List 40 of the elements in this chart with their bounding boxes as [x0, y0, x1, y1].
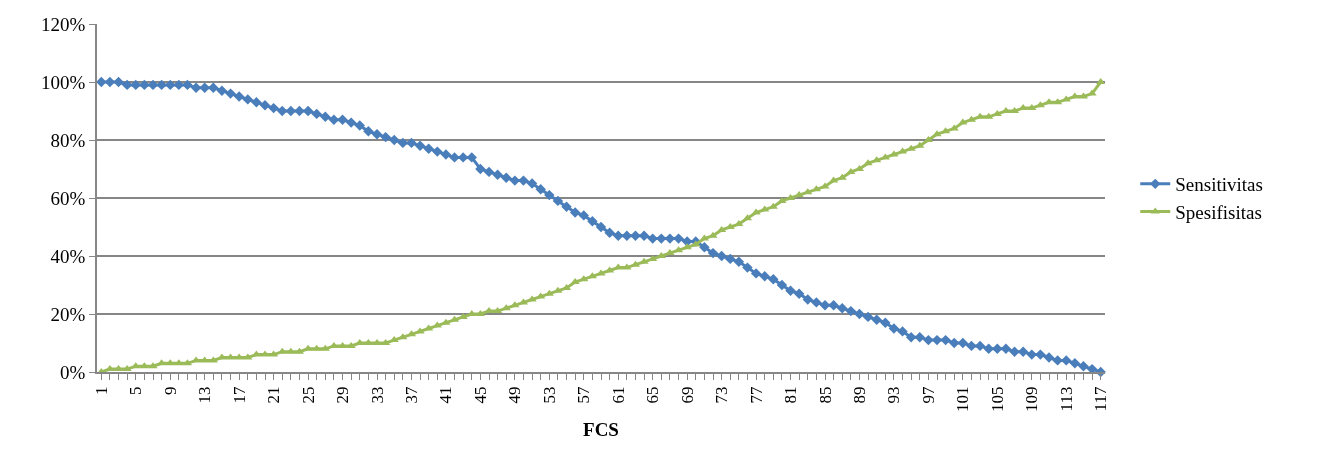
x-tick-label: 109 — [1022, 386, 1042, 413]
x-tick-label: 81 — [781, 386, 801, 404]
x-tick-label: 57 — [574, 386, 594, 404]
x-tick-label: 97 — [918, 386, 938, 404]
x-tick-label: 1 — [91, 386, 111, 396]
legend-label: Sensitivitas — [1175, 174, 1263, 196]
x-tick-label: 93 — [884, 386, 904, 404]
x-tick-label: 105 — [987, 386, 1007, 413]
x-tick-label: 5 — [126, 386, 146, 396]
x-tick-label: 77 — [746, 386, 766, 404]
x-tick-label: 113 — [1056, 386, 1076, 412]
x-tick-label: 65 — [643, 386, 663, 404]
x-tick-label: 69 — [677, 386, 697, 404]
y-tick-label: 60% — [50, 187, 86, 209]
x-tick-label: 33 — [367, 386, 387, 404]
x-axis-title: FCS — [583, 419, 619, 441]
x-tick-label: 61 — [608, 386, 628, 404]
x-tick-label: 73 — [712, 386, 732, 404]
y-tick-label: 120% — [41, 13, 86, 35]
x-tick-label: 89 — [849, 386, 869, 404]
y-tick-label: 20% — [50, 303, 86, 325]
x-tick-label: 41 — [436, 386, 456, 404]
x-tick-label: 49 — [505, 386, 525, 404]
y-tick-label: 80% — [50, 129, 86, 151]
legend-label: Spesifisitas — [1175, 201, 1262, 223]
x-tick-label: 13 — [195, 386, 215, 404]
x-tick-label: 29 — [333, 386, 353, 404]
x-tick-label: 37 — [401, 386, 421, 404]
x-tick-label: 53 — [539, 386, 559, 404]
x-tick-label: 21 — [264, 386, 284, 404]
y-tick-label: 100% — [41, 71, 86, 93]
x-tick-label: 25 — [298, 386, 318, 404]
y-tick-label: 0% — [60, 361, 86, 383]
x-tick-label: 85 — [815, 386, 835, 404]
x-tick-label: 117 — [1091, 386, 1111, 412]
x-tick-label: 101 — [953, 386, 973, 413]
x-tick-label: 45 — [470, 386, 490, 404]
x-tick-label: 17 — [229, 386, 249, 404]
x-tick-label: 9 — [160, 386, 180, 396]
y-tick-label: 40% — [50, 245, 86, 267]
